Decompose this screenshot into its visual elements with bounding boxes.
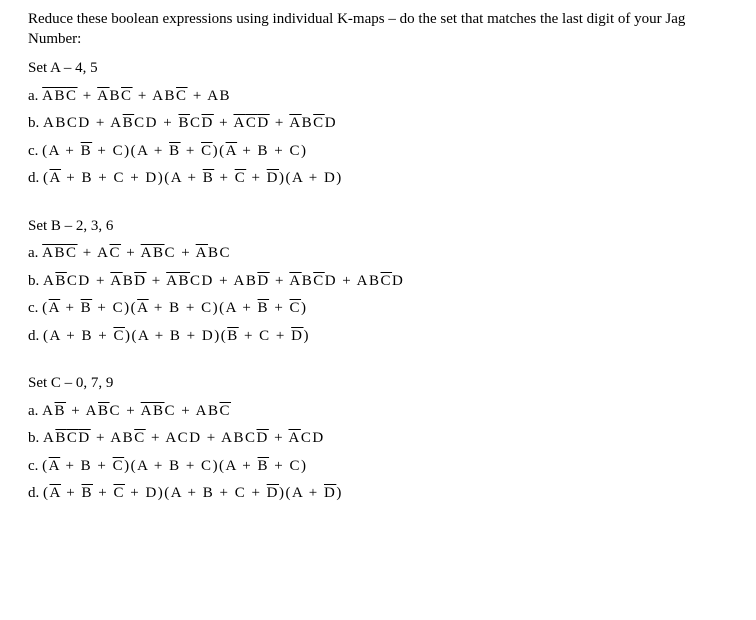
expr: (A + B + C + D)(A + B + C + D)(A + D) xyxy=(43,170,343,186)
prefix: c. xyxy=(28,458,42,474)
set-b-label: Set B – 2, 3, 6 xyxy=(28,217,728,237)
intro-text: Reduce these boolean expressions using i… xyxy=(28,10,728,49)
set-b-item-b: b. ABCD + ABD + ABCD + ABD + ABCD + ABCD xyxy=(28,272,728,292)
expr: ABC + ABC + ABC + AB xyxy=(42,88,231,104)
set-b: Set B – 2, 3, 6 a. ABC + AC + ABC + ABC … xyxy=(28,217,728,347)
expr: ABCD + ABCD + BCD + ACD + ABCD xyxy=(43,115,337,131)
set-c-label: Set C – 0, 7, 9 xyxy=(28,374,728,394)
set-c-item-b: b. ABCD + ABC + ACD + ABCD + ACD xyxy=(28,429,728,449)
set-c-item-c: c. (A + B + C)(A + B + C)(A + B + C) xyxy=(28,457,728,477)
set-a-item-c: c. (A + B + C)(A + B + C)(A + B + C) xyxy=(28,142,728,162)
prefix: a. xyxy=(28,88,42,104)
set-a-item-d: d. (A + B + C + D)(A + B + C + D)(A + D) xyxy=(28,169,728,189)
prefix: b. xyxy=(28,115,43,131)
prefix: a. xyxy=(28,403,42,419)
prefix: d. xyxy=(28,170,43,186)
set-b-item-a: a. ABC + AC + ABC + ABC xyxy=(28,244,728,264)
set-c: Set C – 0, 7, 9 a. AB + ABC + ABC + ABC … xyxy=(28,374,728,504)
prefix: b. xyxy=(28,273,43,289)
expr: (A + B + C)(A + B + C)(A + B + C) xyxy=(42,300,307,316)
expr: (A + B + C)(A + B + C)(A + B + C) xyxy=(42,458,307,474)
expr: ABCD + ABD + ABCD + ABD + ABCD + ABCD xyxy=(43,273,404,289)
prefix: a. xyxy=(28,245,42,261)
set-c-item-a: a. AB + ABC + ABC + ABC xyxy=(28,402,728,422)
set-b-item-d: d. (A + B + C)(A + B + D)(B + C + D) xyxy=(28,327,728,347)
expr: AB + ABC + ABC + ABC xyxy=(42,403,231,419)
prefix: c. xyxy=(28,300,42,316)
prefix: d. xyxy=(28,485,43,501)
set-a-item-b: b. ABCD + ABCD + BCD + ACD + ABCD xyxy=(28,114,728,134)
set-b-item-c: c. (A + B + C)(A + B + C)(A + B + C) xyxy=(28,299,728,319)
expr: (A + B + C)(A + B + C)(A + B + C) xyxy=(42,143,307,159)
prefix: b. xyxy=(28,430,43,446)
expr: (A + B + C)(A + B + D)(B + C + D) xyxy=(43,328,310,344)
expr: ABC + AC + ABC + ABC xyxy=(42,245,231,261)
prefix: c. xyxy=(28,143,42,159)
set-a: Set A – 4, 5 a. ABC + ABC + ABC + AB b. … xyxy=(28,59,728,189)
set-a-item-a: a. ABC + ABC + ABC + AB xyxy=(28,87,728,107)
expr: (A + B + C + D)(A + B + C + D)(A + D) xyxy=(43,485,343,501)
prefix: d. xyxy=(28,328,43,344)
expr: ABCD + ABC + ACD + ABCD + ACD xyxy=(43,430,325,446)
set-c-item-d: d. (A + B + C + D)(A + B + C + D)(A + D) xyxy=(28,484,728,504)
set-a-label: Set A – 4, 5 xyxy=(28,59,728,79)
